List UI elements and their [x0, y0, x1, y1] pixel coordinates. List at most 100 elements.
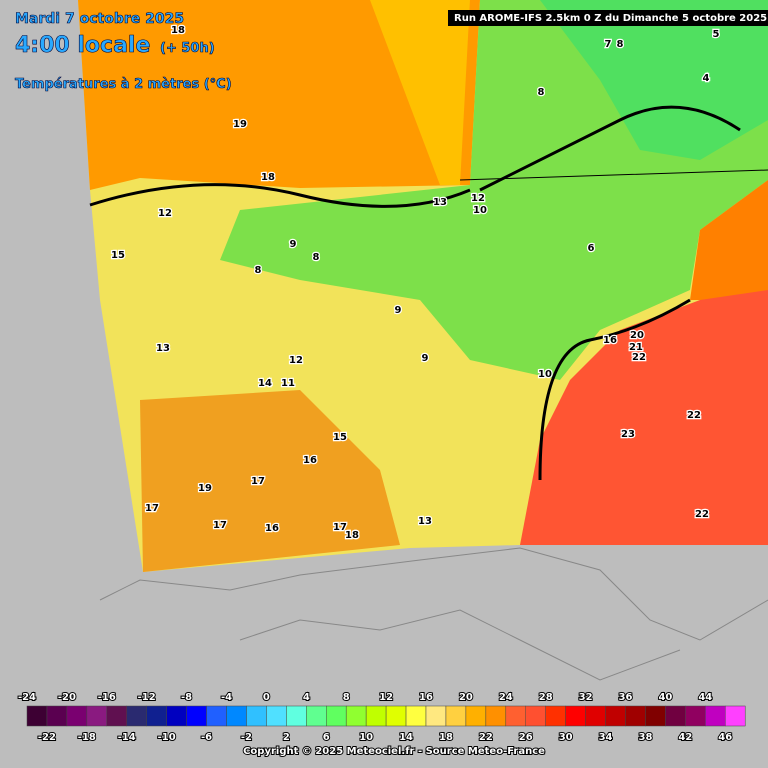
- temperature-label: 18: [345, 530, 359, 541]
- color-swatch: [126, 705, 147, 727]
- temperature-label: 10: [538, 369, 552, 380]
- color-swatch: [485, 705, 507, 727]
- scale-label-bottom: -6: [201, 732, 212, 743]
- color-swatch: [545, 705, 566, 727]
- date: Mardi 7 octobre 2025: [15, 11, 184, 27]
- color-swatch: [86, 705, 108, 727]
- color-swatch: [66, 705, 88, 727]
- temperature-label: 18: [345, 530, 359, 541]
- color-swatch: [405, 705, 427, 727]
- france-warm-zone: [78, 0, 480, 190]
- color-swatch: [705, 705, 726, 727]
- color-swatch: [605, 705, 626, 727]
- scale-label-top: 32: [579, 692, 593, 703]
- lead-time: (+ 50h): [160, 41, 215, 56]
- scale-label-top: -4: [221, 692, 232, 703]
- temperature-label: 22: [632, 352, 646, 363]
- contour-line: [89, 105, 741, 481]
- sea-warm: [520, 290, 768, 545]
- color-swatch: [625, 705, 646, 727]
- scale-label-top: -20: [58, 692, 76, 703]
- temperature-label: 23: [621, 429, 635, 440]
- temperature-label: 11: [281, 378, 295, 389]
- color-swatch: [725, 705, 746, 727]
- color-swatch: [445, 705, 467, 727]
- scale-label-top: 24: [499, 692, 513, 703]
- color-swatch: [26, 705, 48, 727]
- temperature-label: 18: [171, 25, 185, 36]
- scale-label-bottom: -10: [158, 732, 176, 743]
- temperature-label: 17: [251, 476, 265, 487]
- time: 4:00 locale: [15, 33, 150, 58]
- color-swatch: [465, 705, 487, 727]
- coast-warm: [690, 180, 768, 300]
- scale-label-top: -16: [98, 692, 116, 703]
- run-info: Run AROME-IFS 2.5km 0 Z du Dimanche 5 oc…: [454, 13, 767, 24]
- scale-label-bottom: 34: [599, 732, 613, 743]
- copyright: Copyright © 2025 Meteociel.fr - Source M…: [243, 746, 545, 757]
- run-box: [448, 10, 768, 26]
- temperature-label: 17: [333, 522, 347, 533]
- temperature-label: 14: [258, 378, 272, 389]
- temperature-label: 9: [290, 239, 297, 250]
- color-swatch: [685, 705, 706, 727]
- temperature-label: 8: [255, 265, 262, 276]
- temperature-label: 16: [303, 455, 317, 466]
- temperature-label: 15: [111, 250, 125, 261]
- temperature-label: 8: [313, 252, 320, 263]
- temperature-label: 13: [433, 197, 447, 208]
- france-band: [370, 0, 470, 185]
- temperature-label: 17: [145, 503, 159, 514]
- color-swatch: [345, 705, 367, 727]
- scale-label-top: 36: [619, 692, 633, 703]
- color-swatch: [186, 705, 207, 727]
- south-warm: [140, 390, 400, 572]
- scale-label-bottom: 42: [678, 732, 692, 743]
- temperature-label: 20: [630, 330, 644, 341]
- color-swatch: [266, 705, 287, 727]
- color-swatch: [246, 705, 267, 727]
- color-swatch: [665, 705, 686, 727]
- temperature-label: 13: [156, 343, 170, 354]
- scale-label-top: 44: [698, 692, 712, 703]
- color-swatch: [425, 705, 447, 727]
- scale-label-bottom: 18: [439, 732, 453, 743]
- color-swatch: [326, 705, 347, 727]
- temperature-label: 18: [261, 172, 275, 183]
- temperature-label: 17: [213, 520, 227, 531]
- scale-label-bottom: 10: [359, 732, 373, 743]
- color-swatch: [565, 705, 586, 727]
- scale-label-bottom: 46: [718, 732, 732, 743]
- coastline: [99, 547, 768, 681]
- temperature-label: 22: [695, 509, 709, 520]
- color-swatch: [206, 705, 227, 727]
- scale-label-top: 12: [379, 692, 393, 703]
- temperature-label: 7: [605, 39, 612, 50]
- scale-label-top: -8: [181, 692, 192, 703]
- scale-label-bottom: -14: [118, 732, 136, 743]
- temperature-label: 6: [588, 243, 595, 254]
- temperature-label: 10: [473, 205, 487, 216]
- temperature-label: 8: [617, 39, 624, 50]
- color-swatch: [505, 705, 526, 727]
- temperature-label: 19: [233, 119, 247, 130]
- scale-label-bottom: -2: [241, 732, 252, 743]
- color-scale: -24 -20 -16 -12 -8 -4 0 4 8 12 16 20 24 28 32 36 40 44-22…: [17, 691, 746, 744]
- color-swatch: [166, 705, 187, 727]
- scale-label-top: 20: [459, 692, 473, 703]
- temperature-label: 16: [603, 335, 617, 346]
- temperature-label: 12: [471, 193, 485, 204]
- color-swatch: [146, 705, 167, 727]
- temperature-label: 9: [395, 305, 402, 316]
- scale-label-top: 16: [419, 692, 433, 703]
- temperature-label: 9: [422, 353, 429, 364]
- temperature-label: 22: [687, 410, 701, 421]
- color-swatch: [306, 705, 327, 727]
- temperature-label: 13: [418, 516, 432, 527]
- scale-label-top: 28: [539, 692, 553, 703]
- scale-label-top: 0: [263, 692, 270, 703]
- color-swatch: [106, 705, 128, 727]
- scale-label-bottom: 26: [519, 732, 533, 743]
